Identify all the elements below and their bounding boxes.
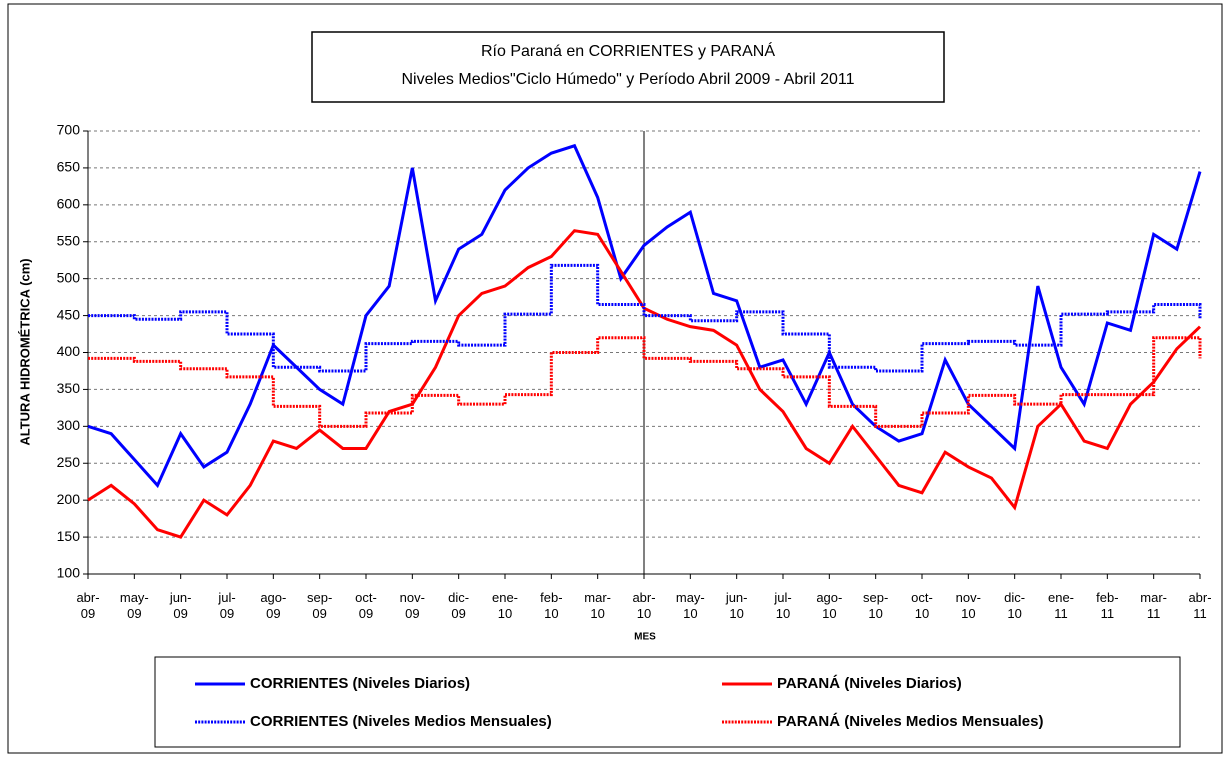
y-tick-label: 350 bbox=[57, 380, 81, 396]
x-tick-label: oct- 09 bbox=[355, 590, 377, 621]
chart-subtitle: Niveles Medios"Ciclo Húmedo" y Período A… bbox=[401, 71, 854, 88]
y-tick-label: 650 bbox=[57, 159, 81, 175]
x-tick-label: jul- 10 bbox=[774, 590, 792, 621]
series-line bbox=[88, 336, 1202, 428]
x-axis-label: MES bbox=[634, 632, 656, 643]
x-tick-label: feb- 11 bbox=[1096, 590, 1119, 621]
y-tick-label: 450 bbox=[57, 306, 81, 322]
x-tick-label: nov- 10 bbox=[955, 590, 981, 621]
x-tick-label: nov- 09 bbox=[399, 590, 425, 621]
x-tick-label: sep- 09 bbox=[307, 590, 333, 621]
x-tick-label: ene- 10 bbox=[491, 590, 519, 621]
x-tick-label: sep- 10 bbox=[863, 590, 889, 621]
y-tick-label: 300 bbox=[57, 417, 81, 433]
legend-label: PARANÁ (Niveles Diarios) bbox=[777, 675, 962, 692]
x-tick-label: may- 10 bbox=[675, 590, 705, 621]
y-axis-label: ALTURA HIDROMÉTRICA (cm) bbox=[17, 258, 32, 445]
x-tick-label: dic- 10 bbox=[1004, 590, 1026, 621]
legend-label: CORRIENTES (Niveles Medios Mensuales) bbox=[250, 713, 552, 730]
x-tick-label: mar- 11 bbox=[1140, 590, 1168, 621]
y-tick-label: 250 bbox=[57, 454, 81, 470]
x-tick-label: jun- 09 bbox=[169, 590, 192, 621]
x-tick-label: oct- 10 bbox=[911, 590, 933, 621]
frame bbox=[7, 3, 1223, 754]
title-box bbox=[311, 31, 945, 103]
y-tick-label: 150 bbox=[57, 528, 81, 544]
x-tick-label: abr- 11 bbox=[1188, 590, 1212, 621]
y-tick-label: 200 bbox=[57, 491, 81, 507]
x-tick-label: mar- 10 bbox=[584, 590, 612, 621]
x-tick-label: ago- 09 bbox=[260, 590, 287, 621]
legend-label: CORRIENTES (Niveles Diarios) bbox=[250, 675, 470, 692]
y-tick-label: 550 bbox=[57, 232, 81, 248]
y-tick-label: 500 bbox=[57, 269, 81, 285]
series-line bbox=[87, 143, 1202, 489]
y-tick-label: 700 bbox=[57, 122, 81, 138]
y-tick-label: 400 bbox=[57, 343, 81, 359]
x-tick-label: ene- 11 bbox=[1047, 590, 1075, 621]
x-tick-label: jul- 09 bbox=[218, 590, 236, 621]
x-tick-label: jun- 10 bbox=[725, 590, 748, 621]
x-tick-label: abr- 09 bbox=[76, 590, 100, 621]
chart-title: Río Paraná en CORRIENTES y PARANÁ bbox=[481, 41, 775, 60]
x-tick-label: ago- 10 bbox=[816, 590, 843, 621]
x-tick-label: abr- 10 bbox=[632, 590, 656, 621]
x-tick-label: feb- 10 bbox=[540, 590, 563, 621]
y-tick-label: 100 bbox=[57, 565, 81, 581]
y-tick-label: 600 bbox=[57, 196, 81, 212]
legend-box bbox=[154, 656, 1181, 748]
legend-label: PARANÁ (Niveles Medios Mensuales) bbox=[777, 713, 1043, 730]
x-tick-label: may- 09 bbox=[119, 590, 149, 621]
x-tick-label: dic- 09 bbox=[448, 590, 470, 621]
